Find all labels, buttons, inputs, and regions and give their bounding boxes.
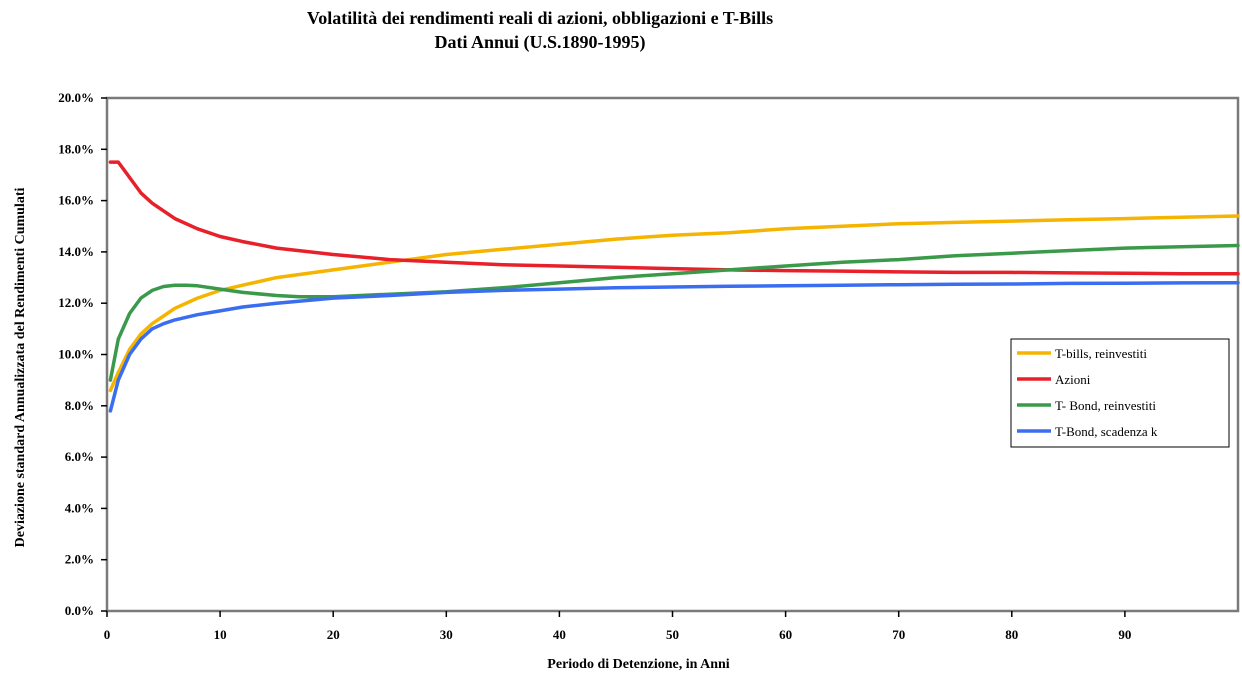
y-tick-label: 10.0% xyxy=(58,347,94,362)
y-tick-label: 6.0% xyxy=(65,449,94,464)
series-line-4 xyxy=(108,280,1240,413)
y-tick-label: 16.0% xyxy=(58,193,94,208)
legend-entry-label: T- Bond, reinvestiti xyxy=(1055,398,1156,413)
y-axis-label: Deviazione standard Annualizzata del Ren… xyxy=(13,188,28,548)
chart-title-line2: Dati Annui (U.S.1890-1995) xyxy=(434,32,646,52)
y-tick-label: 8.0% xyxy=(65,398,94,413)
y-axis-ticks: 0.0% 2.0% 4.0% 6.0% 8.0% 10.0% 12.0% 14.0% 16.0%… xyxy=(58,90,107,618)
legend-box xyxy=(1010,338,1230,448)
legend-entry-label: T-bills, reinvestiti xyxy=(1055,346,1147,361)
chart-title-line1: Volatilità dei rendimenti reali di azion… xyxy=(306,8,774,28)
x-tick-label: 20 xyxy=(327,627,340,642)
y-tick-label: 14.0% xyxy=(58,244,94,259)
legend-entry-label: Azioni xyxy=(1055,372,1091,387)
x-tick-label: 30 xyxy=(440,627,453,642)
series-line-1 xyxy=(108,214,1240,393)
y-tick-label: 4.0% xyxy=(65,500,94,515)
y-tick-label: 20.0% xyxy=(58,90,94,105)
x-tick-label: 80 xyxy=(1005,627,1018,642)
x-tick-label: 10 xyxy=(214,627,227,642)
x-tick-label: 50 xyxy=(666,627,679,642)
legend: T-bills, reinvestiti Azioni T- Bond, reinv… xyxy=(1010,338,1230,448)
x-tick-label: 0 xyxy=(104,627,111,642)
x-axis-label: Periodo di Detenzione, in Anni xyxy=(547,657,730,672)
x-tick-label: 70 xyxy=(892,627,905,642)
y-tick-label: 0.0% xyxy=(65,603,94,618)
legend-entry-label: T-Bond, scadenza k xyxy=(1055,424,1158,439)
x-axis-ticks: 0 10 20 30 40 50 60 70 80 90 xyxy=(104,611,1131,642)
x-tick-label: 40 xyxy=(553,627,566,642)
y-tick-label: 12.0% xyxy=(58,295,94,310)
series-lines xyxy=(108,160,1240,413)
y-tick-label: 18.0% xyxy=(58,141,94,156)
x-tick-label: 90 xyxy=(1118,627,1131,642)
series-line-2 xyxy=(108,160,1240,276)
y-tick-label: 2.0% xyxy=(65,552,94,567)
x-tick-label: 60 xyxy=(779,627,792,642)
